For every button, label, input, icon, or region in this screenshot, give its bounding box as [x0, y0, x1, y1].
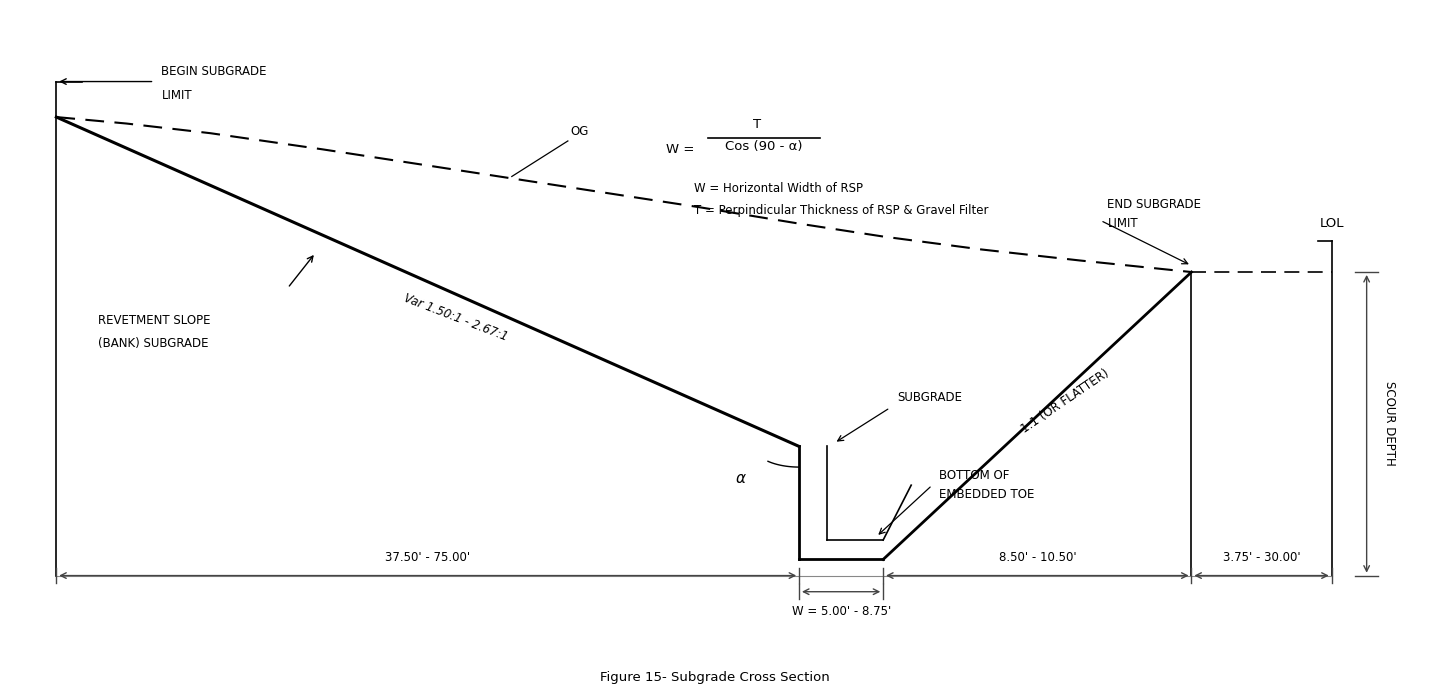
- Text: (BANK) SUBGRADE: (BANK) SUBGRADE: [99, 337, 209, 350]
- Text: BOTTOM OF: BOTTOM OF: [940, 469, 1010, 482]
- Text: END SUBGRADE: END SUBGRADE: [1107, 198, 1201, 211]
- Text: 1:1 (OR FLATTER): 1:1 (OR FLATTER): [1020, 367, 1111, 436]
- Text: W = Horizontal Width of RSP: W = Horizontal Width of RSP: [694, 181, 862, 194]
- Text: REVETMENT SLOPE: REVETMENT SLOPE: [99, 314, 210, 327]
- Text: Figure 15- Subgrade Cross Section: Figure 15- Subgrade Cross Section: [601, 671, 829, 684]
- Text: OG: OG: [571, 125, 589, 137]
- Text: W =: W =: [665, 143, 694, 156]
- Text: 3.75' - 30.00': 3.75' - 30.00': [1223, 551, 1300, 564]
- Text: LIMIT: LIMIT: [1107, 217, 1138, 230]
- Text: BEGIN SUBGRADE: BEGIN SUBGRADE: [162, 65, 267, 78]
- Text: 37.50' - 75.00': 37.50' - 75.00': [385, 551, 470, 564]
- Text: SUBGRADE: SUBGRADE: [897, 392, 962, 405]
- Text: 8.50' - 10.50': 8.50' - 10.50': [998, 551, 1077, 564]
- Text: Cos (90 - α): Cos (90 - α): [725, 140, 802, 153]
- Text: Var 1.50:1 - 2.67:1: Var 1.50:1 - 2.67:1: [402, 291, 509, 344]
- Text: LIMIT: LIMIT: [162, 89, 192, 102]
- Text: LOL: LOL: [1320, 217, 1344, 230]
- Text: EMBEDDED TOE: EMBEDDED TOE: [940, 488, 1034, 502]
- Text: W = 5.00' - 8.75': W = 5.00' - 8.75': [791, 605, 891, 618]
- Text: α: α: [736, 471, 746, 486]
- Text: T = Perpindicular Thickness of RSP & Gravel Filter: T = Perpindicular Thickness of RSP & Gra…: [694, 204, 988, 217]
- Text: SCOUR DEPTH: SCOUR DEPTH: [1383, 381, 1397, 466]
- Text: T: T: [754, 118, 761, 131]
